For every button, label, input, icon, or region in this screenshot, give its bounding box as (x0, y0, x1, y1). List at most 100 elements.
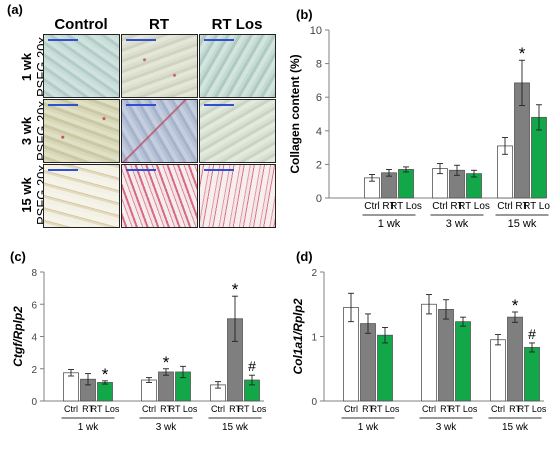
x-tick-label: Ctrl (344, 404, 358, 414)
column-title-rt: RT (149, 16, 169, 33)
group-label: 1 wk (378, 218, 401, 230)
row-time-15wk: 15 wk (19, 177, 34, 213)
group-label: 15 wk (502, 422, 529, 433)
micrograph-1wk-rt (121, 34, 198, 98)
y-tick-label: 0 (311, 397, 317, 408)
x-tick-label: RT (515, 201, 528, 212)
column-title-control: Control (54, 16, 108, 33)
micrograph-3wk-rt (121, 99, 198, 163)
y-tick-label: 2 (311, 268, 317, 279)
y-axis-label: Collagen content (%) (288, 54, 302, 173)
x-tick-label: Ctrl (364, 201, 380, 212)
y-tick-label: 10 (310, 25, 322, 37)
significance-star: * (102, 365, 109, 384)
micrograph-1wk-control (43, 34, 120, 98)
panel-label-d: (d) (296, 249, 313, 264)
x-tick-label: RT (82, 404, 94, 414)
micrograph-15wk-rt-los (199, 164, 276, 228)
y-tick-label: 6 (31, 300, 37, 311)
micrograph-3wk-rt-los (199, 99, 276, 163)
scale-bar (126, 39, 156, 41)
group-label: 15 wk (222, 422, 249, 433)
x-tick-label: RT (362, 404, 374, 414)
x-tick-label: RT Los (523, 201, 550, 212)
bar (421, 303, 437, 402)
bar (63, 372, 79, 402)
y-tick-label: 4 (316, 126, 322, 138)
x-tick-label: RT (450, 201, 463, 212)
x-tick-label: Ctrl (64, 404, 78, 414)
x-tick-label: RT (229, 404, 241, 414)
scale-bar (48, 104, 78, 106)
x-tick-label: RT (382, 201, 395, 212)
x-tick-label: Ctrl (432, 201, 448, 212)
x-tick-label: Ctrl (211, 404, 225, 414)
group-label: 3 wk (446, 218, 469, 230)
x-tick-label: Ctrl (422, 404, 436, 414)
significance-star: * (232, 280, 239, 299)
significance-star: * (519, 44, 526, 63)
y-tick-label: 4 (31, 333, 37, 344)
panel-label-a: (a) (7, 2, 23, 17)
bar (141, 379, 157, 402)
x-tick-label: Ctrl (497, 201, 513, 212)
x-tick-label: RT Los (238, 404, 267, 414)
x-tick-label: RT (440, 404, 452, 414)
panel-label-b: (b) (296, 7, 313, 22)
bar (507, 316, 523, 402)
group-label: 1 wk (78, 422, 100, 433)
y-tick-label: 8 (31, 268, 37, 279)
y-tick-label: 0 (316, 193, 322, 205)
bar (455, 321, 471, 402)
y-tick-label: 2 (316, 159, 322, 171)
x-tick-label: RT Los (458, 201, 490, 212)
y-tick-label: 2 (31, 365, 37, 376)
scale-bar (126, 169, 156, 171)
x-tick-label: RT Los (371, 404, 400, 414)
scale-bar (126, 104, 156, 106)
scale-bar (204, 39, 234, 41)
bar (438, 309, 454, 402)
y-tick-label: 6 (316, 92, 322, 104)
scale-bar (204, 169, 234, 171)
y-axis-label: Col1a1/Rplp2 (291, 298, 305, 374)
x-tick-label: RT Los (169, 404, 198, 414)
x-tick-label: RT (509, 404, 521, 414)
micrograph-1wk-rt-los (199, 34, 276, 98)
significance-star: * (163, 353, 170, 372)
bar (524, 347, 540, 402)
row-time-1wk: 1 wk (19, 52, 34, 82)
x-tick-label: RT Los (390, 201, 422, 212)
x-tick-label: Ctrl (142, 404, 156, 414)
x-tick-label: RT Los (449, 404, 478, 414)
bar (377, 334, 393, 402)
group-label: 15 wk (508, 218, 537, 230)
bar (158, 371, 174, 402)
y-tick-label: 0 (31, 397, 37, 408)
group-label: 1 wk (358, 422, 380, 433)
y-tick-label: 8 (316, 59, 322, 71)
x-tick-label: Ctrl (491, 404, 505, 414)
scale-bar (204, 104, 234, 106)
y-axis-label: Ctgf/Rplp2 (11, 306, 25, 367)
bar (360, 323, 376, 402)
bar (97, 382, 113, 402)
significance-star: * (512, 296, 519, 315)
y-tick-label: 1 (311, 333, 317, 344)
significance-hash: # (248, 358, 256, 374)
scale-bar (48, 169, 78, 171)
column-title-rt-los: RT Los (211, 16, 263, 33)
scale-bar (48, 39, 78, 41)
x-tick-label: RT Los (518, 404, 547, 414)
x-tick-label: RT (160, 404, 172, 414)
bar (490, 339, 506, 402)
panel-label-c: (c) (10, 249, 26, 264)
micrograph-15wk-control (43, 164, 120, 228)
group-label: 3 wk (156, 422, 178, 433)
group-label: 3 wk (436, 422, 458, 433)
bar (398, 169, 414, 199)
x-tick-label: RT Los (91, 404, 120, 414)
